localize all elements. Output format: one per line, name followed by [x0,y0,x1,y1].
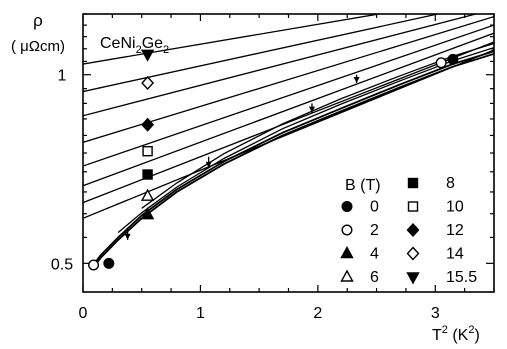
fit-line [83,14,479,117]
data-point [142,169,153,180]
fit-line [83,14,441,93]
legend-label: 6 [370,269,379,286]
data-point [141,75,155,91]
legend-marker [407,177,419,189]
data-point [103,257,115,269]
arrows [124,74,360,240]
legend: B (T) 0 2 4 6 8 10 12 14 15.5 [340,175,477,286]
legend-label: 12 [446,222,464,239]
legend-title: B (T) [345,177,381,194]
legend-label: 14 [446,246,464,263]
arrow-head [353,77,360,84]
x-tick-label: 3 [431,305,440,322]
arrow-head [205,161,212,168]
title-mid: Ge [142,35,163,52]
envelope-curve [117,46,494,233]
title-sub1: 2 [136,44,142,56]
legend-label: 8 [446,175,455,192]
legend-marker [341,224,353,236]
fit-line [83,32,494,187]
arrow-head [124,233,131,240]
arrow-head [308,106,315,113]
data-point [140,49,155,62]
xlabel-end: ) [474,327,479,344]
chart-title: CeNi2Ge2 [100,35,169,56]
title-main: CeNi [100,35,136,52]
legend-marker [340,269,354,282]
data-point [141,117,155,132]
envelope-curves [91,42,494,270]
xlabel-mid: (K [448,327,469,344]
legend-marker [341,200,353,212]
y-tick-label: 0.5 [51,256,73,273]
data-point [88,259,100,271]
data-point [142,145,153,157]
legend-label: 4 [370,246,379,263]
xlabel-sup1: 2 [442,324,448,336]
xlabel-sup2: 2 [468,324,474,336]
legend-marker [406,222,420,238]
data-point [435,57,447,69]
xlabel-text: T [432,327,442,344]
x-axis-label: T2 (K2) [432,324,480,344]
legend-label: 15.5 [446,269,477,286]
data-point [140,188,155,201]
envelope-curve [91,50,494,267]
x-tick-label: 1 [196,305,205,322]
y-axis-symbol: ρ [33,11,43,30]
legend-marker [406,246,420,261]
fit-lines [83,14,494,219]
y-axis-unit: ( μΩcm) [11,38,65,55]
tick-labels: 0 1 2 3 0.5 1 [51,68,440,322]
title-sub2: 2 [163,44,169,56]
data-point [140,207,155,220]
legend-marker [406,272,420,285]
data-points [88,49,459,271]
data-point [447,53,459,65]
legend-label: 10 [446,199,464,216]
envelope-curve [91,52,494,270]
legend-label: 2 [370,222,379,239]
y-tick-label: 1 [58,68,67,85]
legend-marker [340,246,354,259]
legend-marker [407,201,419,212]
x-tick-label: 0 [79,305,88,322]
axis-ticks [82,13,495,293]
fit-line [83,24,494,167]
x-tick-label: 2 [313,305,322,322]
fit-line [83,16,494,143]
legend-label: 0 [370,199,379,216]
